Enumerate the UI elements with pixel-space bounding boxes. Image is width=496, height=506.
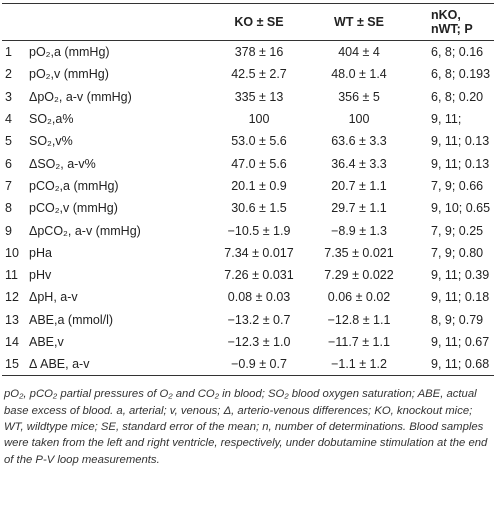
table-row: 5 SO₂,v% 53.0 ± 5.6 63.6 ± 3.3 9, 11; 0.13 bbox=[2, 130, 494, 152]
table-row: 11 pHv 7.26 ± 0.031 7.29 ± 0.022 9, 11; 0.39 bbox=[2, 264, 494, 286]
table-row: 10 pHa 7.34 ± 0.017 7.35 ± 0.021 7, 9; 0.80 bbox=[2, 242, 494, 264]
table-cell: 404 ± 4 bbox=[338, 45, 380, 60]
table-cell: 30.6 ± 1.5 bbox=[231, 201, 287, 216]
table-cell: −12.8 ± 1.1 bbox=[327, 312, 391, 327]
table-cell: 9, 11; 0.67 bbox=[431, 335, 490, 349]
table-cell: ΔSO₂, a-v% bbox=[29, 156, 96, 171]
table-cell: 53.0 ± 5.6 bbox=[231, 134, 287, 149]
header-cell: nKO, nWT; P bbox=[409, 3, 494, 41]
table-cell: 8 bbox=[5, 201, 12, 216]
table-cell: 7.26 ± 0.031 bbox=[224, 268, 294, 283]
table-cell: 356 ± 5 bbox=[338, 89, 380, 104]
table-cell: pHv bbox=[29, 268, 52, 283]
table-cell: pO₂,v (mmHg) bbox=[29, 67, 109, 82]
table-cell: 63.6 ± 3.3 bbox=[331, 134, 387, 149]
table-cell: 6 bbox=[5, 156, 12, 171]
table-cell: 4 bbox=[5, 112, 12, 127]
table-row: 6 ΔSO₂, a-v% 47.0 ± 5.6 36.4 ± 3.3 9, 11; 0.… bbox=[2, 152, 494, 174]
table-cell: 9, 11; 0.39 bbox=[431, 268, 490, 283]
table-row: 2 pO₂,v (mmHg) 42.5 ± 2.7 48.0 ± 1.4 6, 8; 0… bbox=[2, 63, 494, 85]
header-cell: WT ± SE bbox=[309, 3, 409, 41]
page: KO ± SE WT ± SE nKO, nWT; P 1 pO₂,a (mmHg… bbox=[0, 3, 496, 506]
table-row: 8 pCO₂,v (mmHg) 30.6 ± 1.5 29.7 ± 1.1 9, 10;… bbox=[2, 197, 494, 219]
table-cell: ΔpH, a-v bbox=[29, 290, 78, 305]
table-cell: 10 bbox=[5, 245, 19, 260]
footnote: pO₂, pCO₂ partial pressures of O₂ and CO… bbox=[4, 388, 488, 466]
table-cell: 9, 11; 0.18 bbox=[431, 290, 490, 305]
table-cell: 15 bbox=[5, 357, 19, 372]
table-cell: 8, 9; 0.79 bbox=[431, 312, 484, 327]
table-row: 12 ΔpH, a-v 0.08 ± 0.03 0.06 ± 0.02 9, 11; 0… bbox=[2, 286, 494, 308]
table-cell: 5 bbox=[5, 134, 12, 149]
table-cell: 6, 8; 0.20 bbox=[431, 89, 484, 104]
table-cell: −13.2 ± 0.7 bbox=[227, 312, 291, 327]
table-cell: ABE,v bbox=[29, 335, 64, 349]
table-cell: pO₂,a (mmHg) bbox=[29, 45, 110, 60]
table-cell: 100 bbox=[348, 112, 370, 127]
table-cell: 7 bbox=[5, 178, 12, 193]
table-cell: 7.34 ± 0.017 bbox=[224, 245, 294, 260]
table-cell: −1.1 ± 1.2 bbox=[331, 357, 387, 372]
table-cell: 9, 11; bbox=[431, 112, 462, 127]
table-cell: −12.3 ± 1.0 bbox=[227, 335, 291, 349]
table-cell: 36.4 ± 3.3 bbox=[331, 156, 387, 171]
table-cell: 9 bbox=[5, 223, 12, 238]
table-cell: 335 ± 13 bbox=[234, 89, 284, 104]
table-cell: 29.7 ± 1.1 bbox=[331, 201, 387, 216]
table-cell: ABE,a (mmol/l) bbox=[29, 312, 114, 327]
table-cell: 42.5 ± 2.7 bbox=[231, 67, 287, 82]
table-row: 15 Δ ABE, a-v −0.9 ± 0.7 −1.1 ± 1.2 9, 11; 0… bbox=[2, 353, 494, 376]
table-cell: −10.5 ± 1.9 bbox=[227, 223, 291, 238]
table-cell: 378 ± 16 bbox=[234, 45, 284, 60]
table-cell: 11 bbox=[5, 268, 18, 283]
table-cell: 7, 9; 0.25 bbox=[431, 223, 484, 238]
table-cell: 6, 8; 0.16 bbox=[431, 45, 484, 60]
data-table: KO ± SE WT ± SE nKO, nWT; P 1 pO₂,a (mmHg… bbox=[2, 3, 494, 377]
table-cell: Δ ABE, a-v bbox=[29, 357, 90, 372]
table-cell: 1 bbox=[5, 45, 12, 60]
header-row: KO ± SE WT ± SE nKO, nWT; P bbox=[2, 3, 494, 41]
table-cell: 47.0 ± 5.6 bbox=[231, 156, 287, 171]
table-cell: 13 bbox=[5, 312, 19, 327]
table-row: 9 ΔpCO₂, a-v (mmHg) −10.5 ± 1.9 −8.9 ± 1.3 7… bbox=[2, 219, 494, 241]
header-cell bbox=[2, 3, 29, 41]
table-cell: −11.7 ± 1.1 bbox=[328, 335, 390, 349]
table-cell: 0.06 ± 0.02 bbox=[327, 290, 391, 305]
table-cell: −0.9 ± 0.7 bbox=[231, 357, 287, 372]
table-row: 1 pO₂,a (mmHg) 378 ± 16 404 ± 4 6, 8; 0.16 bbox=[2, 41, 494, 64]
table-cell: 9, 11; 0.13 bbox=[431, 156, 490, 171]
table-cell: 20.1 ± 0.9 bbox=[231, 178, 287, 193]
table-cell: ΔpCO₂, a-v (mmHg) bbox=[29, 223, 141, 238]
table-cell: 2 bbox=[5, 67, 12, 82]
table-cell: pHa bbox=[29, 245, 52, 260]
table-cell: SO₂,v% bbox=[29, 134, 73, 149]
table-cell: 9, 11; 0.13 bbox=[431, 134, 490, 149]
table-cell: 9, 10; 0.65 bbox=[431, 201, 491, 216]
table-cell: 100 bbox=[248, 112, 270, 127]
header-cell bbox=[29, 3, 209, 41]
table-cell: 6, 8; 0.193 bbox=[431, 67, 491, 82]
table-cell: 7.35 ± 0.021 bbox=[324, 245, 394, 260]
table-cell: 48.0 ± 1.4 bbox=[331, 67, 387, 82]
table-cell: 7.29 ± 0.022 bbox=[324, 268, 394, 283]
header-cell: KO ± SE bbox=[209, 3, 309, 41]
table-cell: 7, 9; 0.80 bbox=[431, 245, 484, 260]
table-cell: 12 bbox=[5, 290, 19, 305]
table-cell: pCO₂,a (mmHg) bbox=[29, 178, 119, 193]
table-row: 7 pCO₂,a (mmHg) 20.1 ± 0.9 20.7 ± 1.1 7, 9; … bbox=[2, 175, 494, 197]
table-cell: 9, 11; 0.68 bbox=[431, 357, 490, 372]
table-cell: SO₂,a% bbox=[29, 112, 74, 127]
table-cell: 7, 9; 0.66 bbox=[431, 178, 484, 193]
table-cell: pCO₂,v (mmHg) bbox=[29, 201, 118, 216]
table-row: 14 ABE,v −12.3 ± 1.0 −11.7 ± 1.1 9, 11; 0.67 bbox=[2, 331, 494, 353]
table-cell: 0.08 ± 0.03 bbox=[227, 290, 291, 305]
table-cell: 3 bbox=[5, 89, 12, 104]
table-cell: 20.7 ± 1.1 bbox=[331, 178, 387, 193]
table-row: 3 ΔpO₂, a-v (mmHg) 335 ± 13 356 ± 5 6, 8; 0.… bbox=[2, 86, 494, 108]
table-row: 4 SO₂,a% 100 100 9, 11; bbox=[2, 108, 494, 130]
table-cell: 14 bbox=[5, 335, 19, 349]
table-cell: −8.9 ± 1.3 bbox=[331, 223, 387, 238]
table-cell: ΔpO₂, a-v (mmHg) bbox=[29, 89, 132, 104]
table-row: 13 ABE,a (mmol/l) −13.2 ± 0.7 −12.8 ± 1.1 8,… bbox=[2, 309, 494, 331]
